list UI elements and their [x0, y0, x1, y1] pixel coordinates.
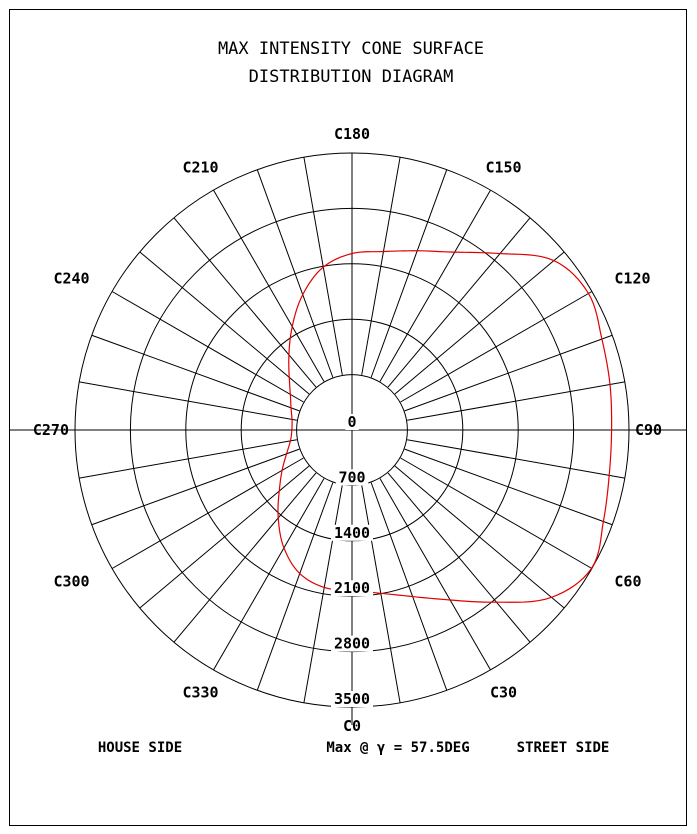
angle-label-c180: C180	[334, 125, 370, 143]
angle-label-c90: C90	[635, 421, 662, 439]
grid-spoke	[256, 169, 334, 378]
radial-tick-label: 0	[347, 413, 356, 431]
grid-spoke	[387, 472, 531, 643]
radial-tick-label: 3500	[334, 690, 370, 708]
grid-spoke	[213, 478, 325, 671]
angle-label-c150: C150	[485, 159, 521, 177]
grid-spoke	[394, 465, 565, 609]
angle-labels: C0 C30 C60 C90 C120 C150 C180 C210 C240 C270 C300 C…	[33, 125, 662, 735]
angle-label-c30: C30	[490, 683, 517, 701]
grid-spoke	[139, 465, 310, 609]
grid-spoke	[79, 439, 297, 479]
angle-label-c240: C240	[53, 270, 89, 288]
grid-spoke	[404, 334, 613, 412]
grid-spoke	[379, 478, 491, 671]
grid-spoke	[404, 448, 613, 526]
series-curve-0	[277, 250, 613, 603]
angle-label-c0: C0	[343, 717, 361, 735]
radial-tick-label-bg	[331, 524, 373, 541]
grid-spoke	[111, 457, 304, 569]
angle-label-c210: C210	[182, 159, 218, 177]
angle-label-c120: C120	[614, 270, 650, 288]
grid-spoke	[361, 157, 401, 375]
grid-spoke	[213, 189, 325, 382]
grid-spoke	[394, 251, 565, 395]
grid-spoke	[407, 439, 625, 479]
grid-spoke	[139, 251, 310, 395]
angle-label-c60: C60	[614, 573, 641, 591]
grid-spoke	[91, 448, 300, 526]
data-series	[277, 250, 613, 603]
grid-spoke	[79, 381, 297, 421]
grid-spoke	[387, 217, 531, 388]
footer-max-gamma: Max @ γ = 57.5DEG	[326, 740, 469, 756]
grid-spoke	[173, 217, 317, 388]
grid-spoke	[361, 485, 401, 703]
grid-spoke	[400, 291, 593, 403]
grid-spoke	[111, 291, 304, 403]
chart-border	[9, 9, 687, 826]
radial-tick-label-bg	[331, 635, 373, 652]
radial-tick-label-bg	[335, 469, 369, 486]
radial-tick-label-bg	[345, 414, 359, 430]
radial-tick-label: 2100	[334, 579, 370, 597]
grid-spoke	[407, 381, 625, 421]
radial-tick-label-bg	[331, 691, 373, 707]
footer-house-side: HOUSE SIDE	[98, 740, 182, 756]
grid-spoke	[173, 472, 317, 643]
grid-spoke	[370, 169, 448, 378]
radial-tick-label: 1400	[334, 524, 370, 542]
grid-spoke	[256, 482, 334, 691]
grid-spoke	[400, 457, 593, 569]
angle-label-c300: C300	[53, 573, 89, 591]
radial-tick-label: 2800	[334, 635, 370, 653]
grid-spoke	[379, 189, 491, 382]
radial-tick-labels: 0 700 1400 2100 2800 3500	[331, 413, 373, 708]
grid-spoke	[303, 157, 343, 375]
grid-spoke	[91, 334, 300, 412]
angle-label-c330: C330	[182, 683, 218, 701]
chart-title-line-1: MAX INTENSITY CONE SURFACE	[218, 39, 484, 59]
grid-spoke	[303, 485, 343, 703]
radial-tick-label-bg	[331, 580, 373, 597]
radial-tick-label: 700	[338, 468, 365, 486]
footer-street-side: STREET SIDE	[517, 740, 610, 756]
grid-spoke	[370, 482, 448, 691]
angle-label-c270: C270	[33, 421, 69, 439]
chart-title-line-2: DISTRIBUTION DIAGRAM	[249, 67, 454, 87]
